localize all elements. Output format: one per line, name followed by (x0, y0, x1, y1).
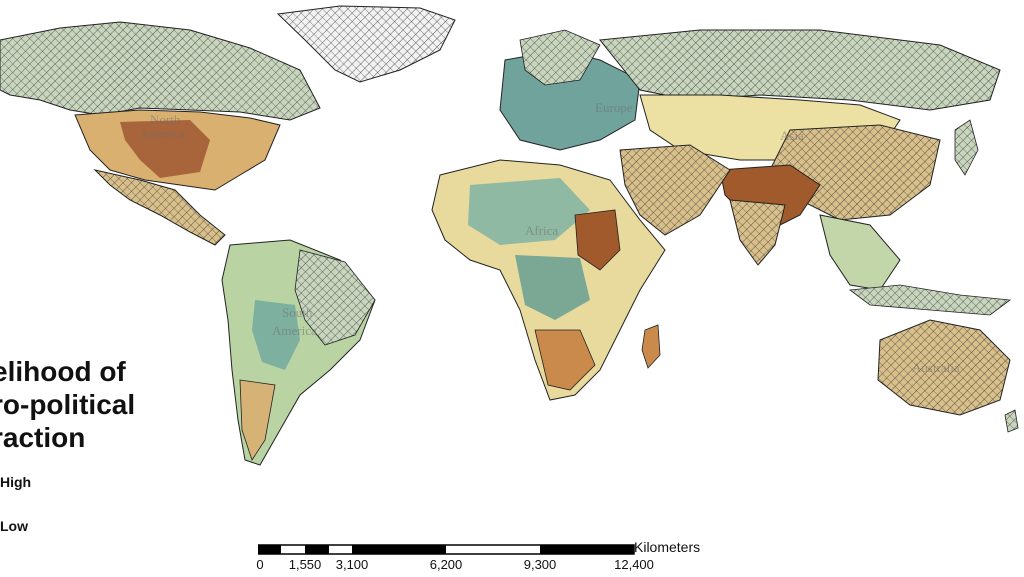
legend-title-line-3: raction (0, 422, 86, 453)
australia-region (877, 319, 1011, 416)
scale-tick-4: 9,300 (523, 557, 557, 572)
scale-tick-0: 0 (256, 557, 264, 572)
scale-bar: Kilometers 0 1,550 3,100 6,200 9,300 12,… (256, 539, 718, 577)
label-south-america-1: South (282, 305, 313, 320)
central-africa-teal (515, 255, 590, 320)
brazil-hatch (294, 249, 376, 346)
south-america-teal (252, 300, 300, 370)
label-europe: Europe (595, 100, 633, 115)
scandinavia (519, 29, 601, 86)
southern-africa-tan (534, 329, 596, 391)
scale-tick-2: 3,100 (335, 557, 369, 572)
mexico-region (93, 169, 226, 246)
scale-tick-3: 6,200 (429, 557, 463, 572)
new-zealand (1004, 409, 1019, 433)
scale-tick-1: 1,550 (288, 557, 322, 572)
argentina-tan (239, 379, 276, 461)
legend-low-label: Low (0, 518, 28, 534)
indonesia-region (848, 284, 1012, 316)
legend-title-line-1: elihood of (0, 356, 126, 387)
scale-units: Kilometers (634, 539, 701, 555)
usa-high-zone (120, 120, 210, 178)
madagascar (641, 324, 661, 369)
label-asia: Asia (780, 128, 804, 143)
legend-high-label: High (0, 474, 32, 490)
southeast-asia (819, 214, 901, 291)
canada-region (0, 21, 321, 121)
scale-bar-graphic (258, 544, 635, 555)
greenland-region (276, 5, 456, 83)
middle-east (619, 144, 731, 236)
scale-tick-5: 12,400 (614, 557, 654, 572)
label-north-america-1: North (150, 112, 181, 127)
india-region (729, 199, 786, 266)
legend-title-line-2: ro-political (0, 389, 136, 420)
legend-title: elihood of ro-political raction (0, 355, 135, 454)
label-africa: Africa (525, 223, 558, 238)
label-south-america-2: America (272, 323, 317, 338)
label-north-america-2: America (140, 126, 185, 141)
sahel-high (574, 209, 621, 271)
japan-region (954, 119, 979, 176)
sahara-teal (468, 178, 590, 245)
label-australia: Australia (912, 360, 960, 375)
